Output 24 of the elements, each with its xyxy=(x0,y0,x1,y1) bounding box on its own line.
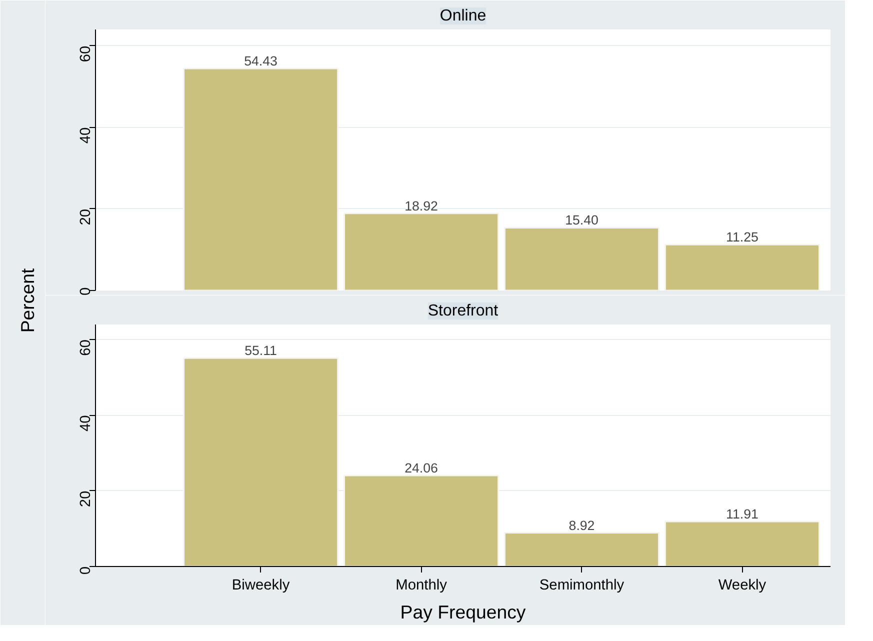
data-label: 15.40 xyxy=(565,212,598,228)
chart-title: Storefront xyxy=(428,302,499,320)
data-label: 54.43 xyxy=(244,54,278,69)
x-tick-label: Weekly xyxy=(718,578,767,594)
data-label: 11.91 xyxy=(726,506,758,522)
y-tick-label: 60 xyxy=(78,46,94,62)
y-tick-label: 20 xyxy=(78,490,94,508)
data-label: 8.92 xyxy=(568,518,595,533)
y-axis-title: Percent xyxy=(17,268,38,333)
y-tick-label: 0 xyxy=(78,287,94,296)
data-label: 18.92 xyxy=(404,198,438,214)
y-tick-label: 40 xyxy=(78,127,94,144)
chart-title: Online xyxy=(440,8,486,24)
x-tick-label: Semimonthly xyxy=(539,578,625,594)
data-label: 55.11 xyxy=(244,343,277,358)
y-tick-label: 40 xyxy=(78,415,94,432)
y-tick-label: 60 xyxy=(78,340,94,356)
y-tick-label: 0 xyxy=(78,566,94,575)
x-tick-label: Monthly xyxy=(396,578,448,594)
data-label: 11.25 xyxy=(726,230,758,245)
data-label: 24.06 xyxy=(404,460,438,476)
x-tick-label: Biweekly xyxy=(232,578,290,594)
y-tick-label: 20 xyxy=(78,208,94,226)
x-axis-title: Pay Frequency xyxy=(400,602,526,622)
